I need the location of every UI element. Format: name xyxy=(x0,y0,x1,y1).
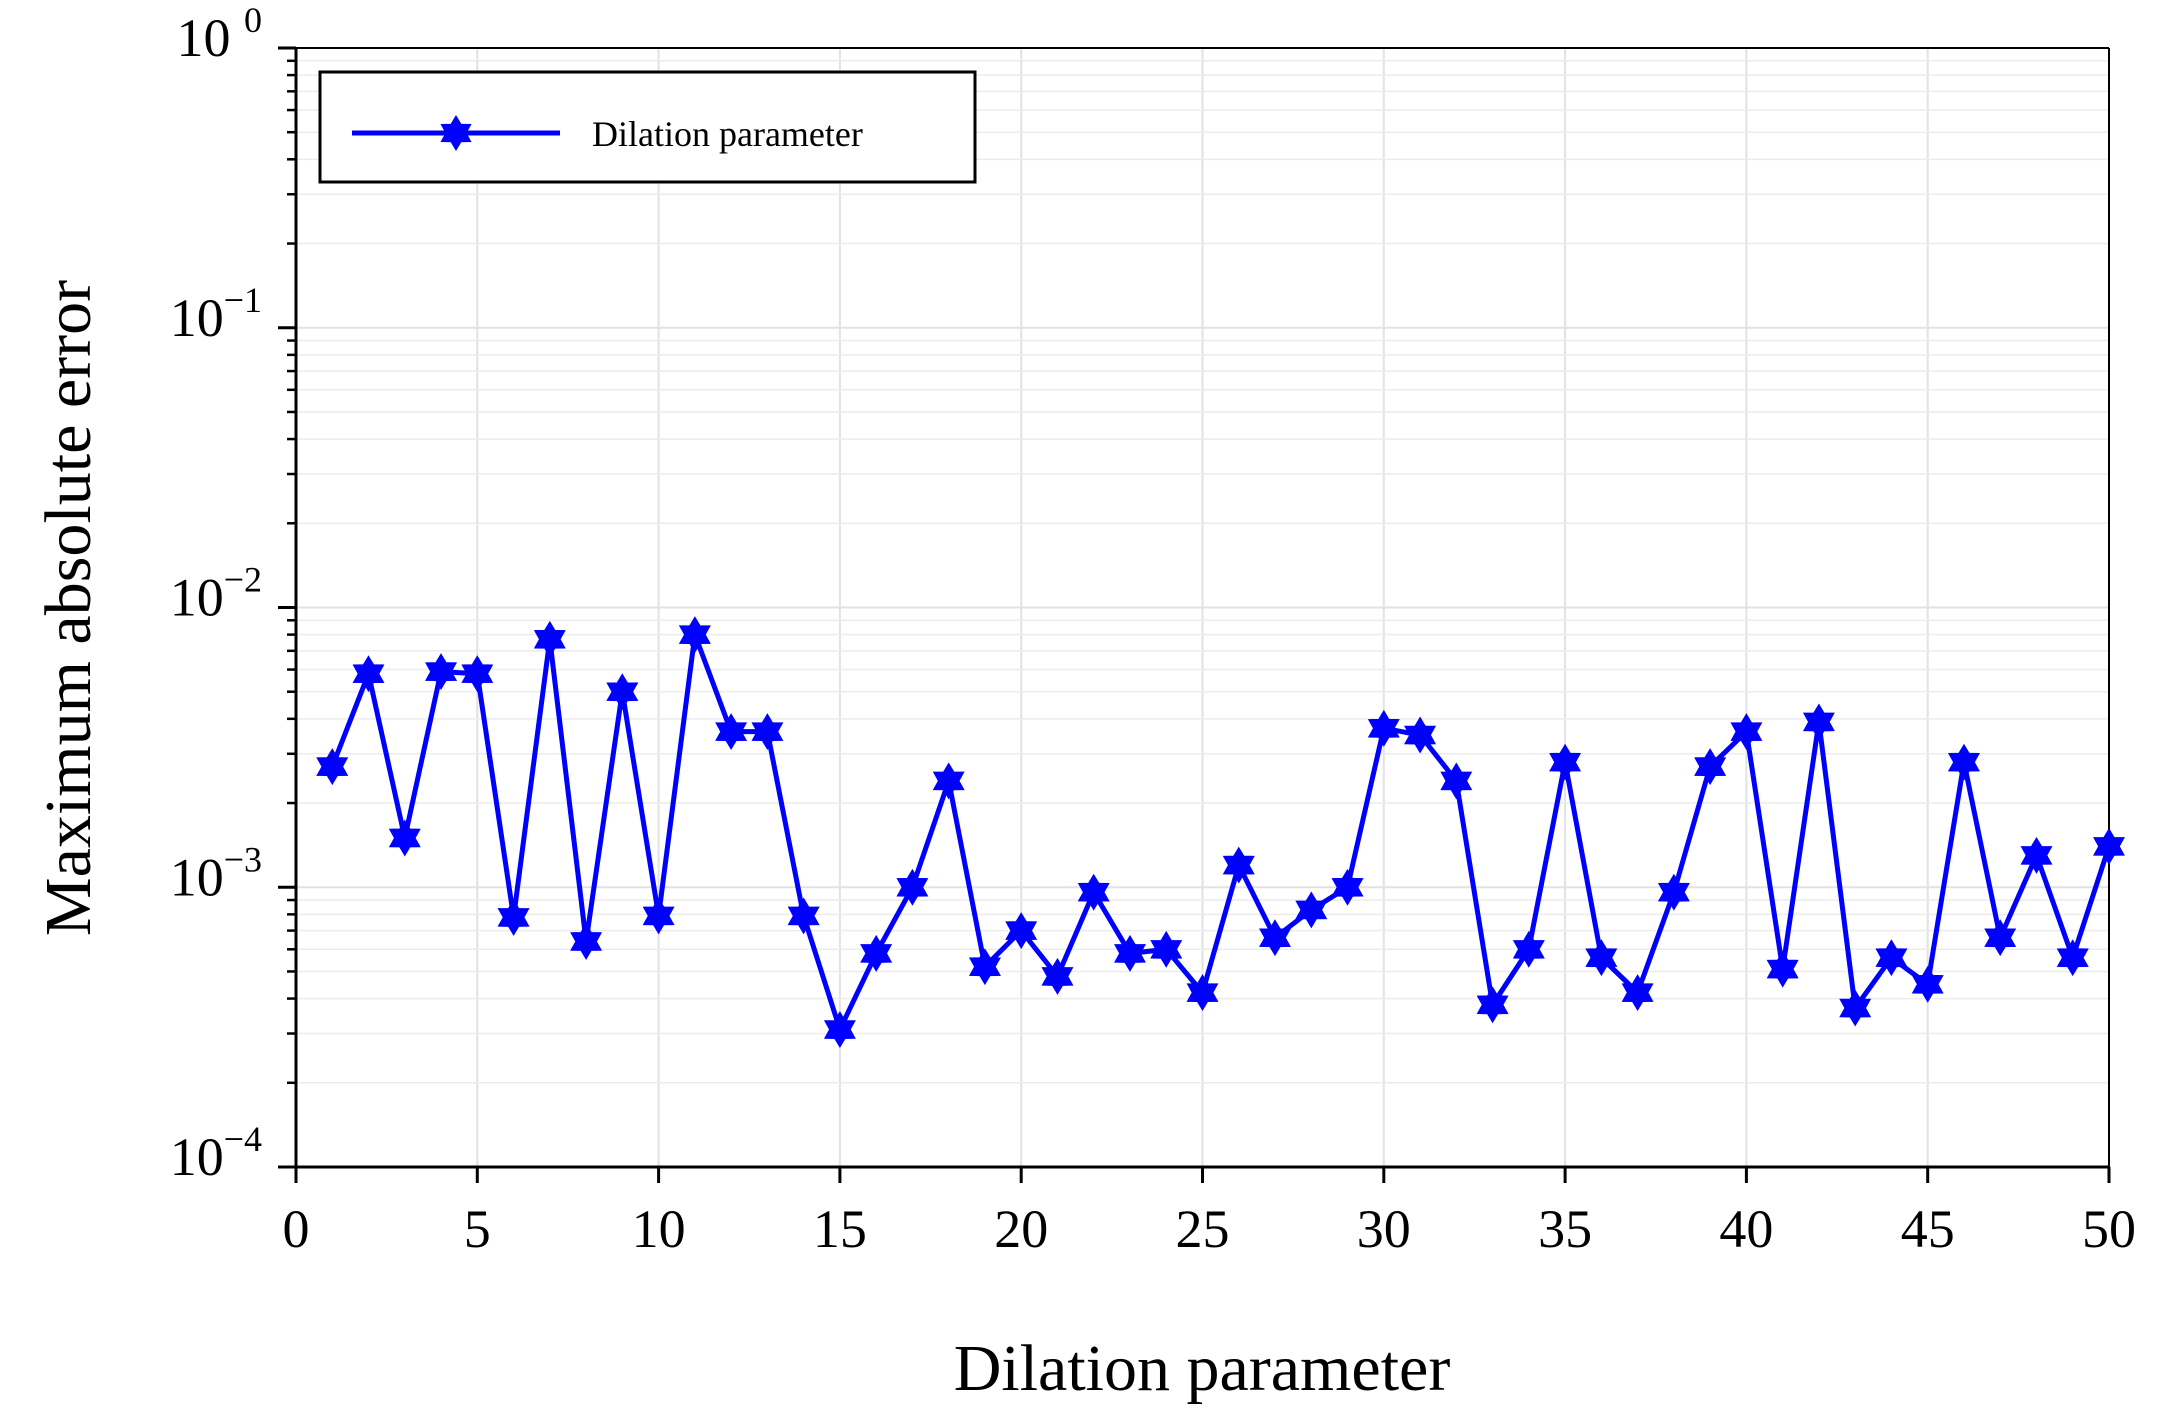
data-point-marker xyxy=(2093,827,2125,865)
data-point-marker xyxy=(1911,965,1944,1003)
y-tick-label-exponent: −2 xyxy=(224,560,262,600)
data-point-marker xyxy=(1730,713,1763,751)
series-dilation-parameter xyxy=(316,616,2125,1048)
data-point-marker xyxy=(968,948,1001,986)
data-point-marker xyxy=(1694,748,1727,786)
data-point-marker xyxy=(787,897,820,935)
y-tick-label-exponent: −1 xyxy=(224,280,262,320)
data-point-marker xyxy=(316,748,349,786)
data-point-marker xyxy=(1367,709,1400,747)
data-point-marker xyxy=(1222,846,1255,884)
x-tick-label: 20 xyxy=(994,1199,1048,1259)
x-tick-label: 35 xyxy=(1538,1199,1592,1259)
data-point-marker xyxy=(461,655,494,693)
data-point-marker xyxy=(1404,716,1437,754)
data-point-marker xyxy=(715,713,748,751)
data-point-marker xyxy=(2056,939,2089,977)
data-point-marker xyxy=(1766,950,1799,988)
data-point-marker xyxy=(1041,957,1074,995)
data-point-marker xyxy=(533,620,566,658)
data-point-marker xyxy=(1657,873,1690,911)
data-point-marker xyxy=(860,934,893,972)
data-point-marker xyxy=(1621,974,1654,1012)
data-point-marker xyxy=(642,897,675,935)
x-ticks: 0 5 10 15 20 25 30 35 40 45 50 xyxy=(283,1167,2136,1259)
data-point-marker xyxy=(425,653,458,691)
y-tick-label: 10−3 xyxy=(170,839,262,907)
x-axis-title: Dilation parameter xyxy=(954,1332,1451,1405)
grid xyxy=(296,48,2109,1167)
y-tick-label: 10−2 xyxy=(170,560,262,628)
data-point-marker xyxy=(1259,919,1291,957)
data-point-marker xyxy=(1005,912,1038,950)
y-tick-label-base: 10 xyxy=(170,568,224,628)
data-point-marker xyxy=(388,819,421,857)
data-point-marker xyxy=(2020,836,2053,874)
data-point-marker xyxy=(1186,974,1219,1012)
y-tick-label-base: 10 xyxy=(177,8,245,68)
y-tick-label-exponent: −3 xyxy=(224,839,262,879)
data-point-marker xyxy=(1440,762,1473,800)
data-point-marker xyxy=(497,898,530,936)
data-point-marker xyxy=(1802,703,1835,741)
data-point-marker xyxy=(1839,989,1872,1027)
data-point-marker xyxy=(678,616,711,654)
data-point-marker xyxy=(1295,891,1328,929)
y-tick-label-base: 10 xyxy=(170,288,224,348)
y-tick-label-exponent: 0 xyxy=(244,0,262,40)
data-point-marker xyxy=(932,762,965,800)
data-point-marker xyxy=(1984,919,2017,957)
data-point-marker xyxy=(1150,930,1183,968)
series-line xyxy=(329,633,2112,1037)
data-point-marker xyxy=(1476,986,1509,1024)
data-point-marker xyxy=(1549,743,1582,781)
x-tick-label: 25 xyxy=(1176,1199,1230,1259)
x-tick-label: 0 xyxy=(283,1199,310,1259)
data-point-marker xyxy=(896,868,929,906)
data-point-marker xyxy=(570,923,603,960)
y-tick-label-base: 10 xyxy=(170,1127,224,1187)
x-tick-label: 5 xyxy=(464,1199,491,1259)
x-tick-label: 45 xyxy=(1901,1199,1955,1259)
data-point-marker xyxy=(1875,939,1908,977)
x-tick-label: 10 xyxy=(632,1199,686,1259)
y-ticks: 10−410−310−210−110 0 xyxy=(170,0,296,1187)
legend-label: Dilation parameter xyxy=(592,114,863,154)
data-point-marker xyxy=(1947,743,1980,781)
data-point-marker xyxy=(751,713,784,751)
x-tick-label: 50 xyxy=(2082,1199,2136,1259)
data-point-marker xyxy=(1114,934,1146,972)
y-axis-title: Maximum absolute error xyxy=(32,280,105,936)
y-tick-label-exponent: −4 xyxy=(224,1119,262,1159)
x-tick-label: 30 xyxy=(1357,1199,1411,1259)
data-point-marker xyxy=(1512,930,1545,968)
x-tick-label: 15 xyxy=(813,1199,867,1259)
data-point-marker xyxy=(1331,868,1364,906)
y-tick-label-base: 10 xyxy=(170,847,224,907)
y-tick-label: 10−1 xyxy=(170,280,262,348)
data-point-marker xyxy=(352,655,385,693)
x-tick-label: 40 xyxy=(1719,1199,1773,1259)
legend-box xyxy=(318,70,977,184)
data-point-marker xyxy=(1077,873,1110,911)
data-point-marker xyxy=(823,1011,856,1048)
legend-marker-star xyxy=(440,115,472,151)
y-tick-label: 10 0 xyxy=(177,0,263,68)
data-point-marker xyxy=(1585,939,1618,977)
legend: Dilation parameter xyxy=(318,70,977,184)
data-point-marker xyxy=(606,673,639,711)
y-tick-label: 10−4 xyxy=(170,1119,262,1187)
